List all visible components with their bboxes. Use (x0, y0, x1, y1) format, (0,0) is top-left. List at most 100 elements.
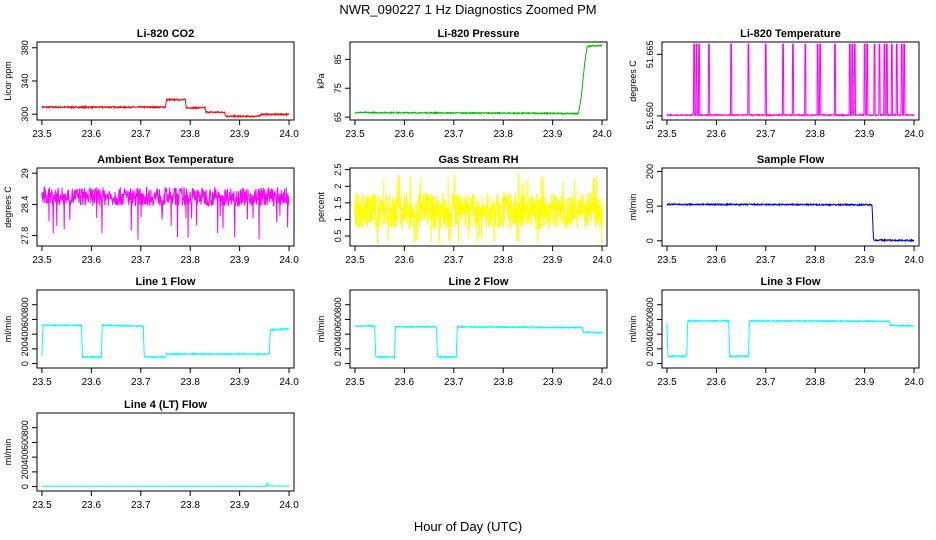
y-tick-label: 600 (333, 312, 343, 327)
x-tick-label: 23.8 (493, 255, 513, 266)
panel-grid: Li-820 CO2 Licor ppm 23.5 23.6 23.7 23.8 23.9 2… (3, 28, 924, 511)
x-tick-label: 23.9 (230, 129, 250, 140)
y-axis-label: ml/min (3, 439, 13, 466)
y-tick-label: 400 (20, 450, 30, 465)
plot-frame (661, 289, 920, 369)
x-tick-label: 24.0 (279, 500, 299, 511)
y-tick-label: 28.4 (20, 196, 30, 214)
y-tick-label: 100 (645, 199, 655, 214)
y-tick-label: 0 (333, 361, 343, 366)
x-tick-label: 23.8 (493, 377, 513, 388)
plot-frame (349, 41, 608, 121)
x-tick-label: 23.7 (131, 255, 151, 266)
y-tick-label: 800 (645, 297, 655, 312)
series-line-sample_flow (666, 202, 915, 243)
y-axis-label: ml/min (3, 316, 13, 343)
plot-frame (36, 289, 295, 369)
panel-title: Sample Flow (757, 154, 825, 166)
y-tick-label: 51.665 (645, 41, 655, 69)
x-tick-label: 23.5 (657, 255, 677, 266)
y-axis-label: ml/min (316, 316, 326, 343)
x-tick-label: 23.8 (180, 129, 200, 140)
y-tick-label: 800 (20, 420, 30, 435)
x-tick-label: 23.5 (345, 377, 365, 388)
y-tick-label: 51.650 (645, 102, 655, 130)
y-axis-label: ml/min (628, 194, 638, 221)
panel-line4: Line 4 (LT) Flow ml/min 23.5 23.6 23.7 23.8 23… (3, 399, 299, 511)
y-tick-label: 380 (20, 40, 30, 55)
y-tick-label: 1.5 (333, 197, 343, 210)
panel-title: Line 4 (LT) Flow (124, 399, 207, 411)
y-tick-label: 200 (20, 464, 30, 479)
panel-sample_flow: Sample Flow ml/min 23.5 23.6 23.7 23.8 23.9 24.… (628, 154, 924, 266)
x-tick-label: 23.5 (32, 129, 52, 140)
x-tick-label: 23.5 (32, 255, 52, 266)
y-tick-label: 600 (645, 312, 655, 327)
x-tick-label: 23.8 (805, 255, 825, 266)
x-tick-label: 23.8 (180, 500, 200, 511)
panel-line1: Line 1 Flow ml/min 23.5 23.6 23.7 23.8 23.9 24.… (3, 276, 299, 388)
y-tick-label: 400 (20, 327, 30, 342)
y-tick-label: 2.5 (333, 163, 343, 176)
panel-licor_temp: Li-820 Temperature degrees C 23.5 23.6 23.7 2… (628, 28, 924, 140)
x-tick-label: 23.6 (395, 129, 415, 140)
x-tick-label: 23.9 (230, 500, 250, 511)
x-tick-label: 24.0 (904, 255, 924, 266)
x-tick-label: 23.6 (395, 377, 415, 388)
panel-line3: Line 3 Flow ml/min 23.5 23.6 23.7 23.8 23.9 24.… (628, 276, 924, 388)
x-tick-label: 23.9 (543, 377, 563, 388)
y-tick-label: 400 (645, 327, 655, 342)
x-tick-label: 23.6 (395, 255, 415, 266)
x-tick-label: 23.7 (131, 377, 151, 388)
x-tick-label: 23.5 (32, 377, 52, 388)
x-tick-label: 24.0 (279, 129, 299, 140)
y-axis-label: degrees C (3, 186, 13, 228)
x-tick-label: 23.8 (805, 129, 825, 140)
series-line-rh (354, 173, 603, 245)
y-tick-label: 600 (20, 312, 30, 327)
y-axis-label: Licor ppm (3, 61, 13, 101)
x-tick-label: 23.7 (444, 377, 464, 388)
panel-title: Line 2 Flow (449, 276, 509, 288)
series-line-line3 (666, 318, 915, 359)
x-tick-label: 23.5 (345, 129, 365, 140)
series-line-line1 (41, 323, 290, 359)
plot-frame (36, 167, 295, 247)
x-tick-label: 24.0 (592, 129, 612, 140)
y-tick-label: 0.5 (333, 230, 343, 243)
x-tick-label: 23.7 (131, 500, 151, 511)
x-tick-label: 23.6 (707, 377, 727, 388)
x-tick-label: 23.5 (345, 255, 365, 266)
panel-title: Li-820 CO2 (137, 28, 194, 40)
x-tick-label: 23.7 (444, 255, 464, 266)
y-tick-label: 200 (333, 341, 343, 356)
x-tick-label: 23.7 (756, 129, 776, 140)
panel-co2: Li-820 CO2 Licor ppm 23.5 23.6 23.7 23.8 23.9 2… (3, 28, 299, 140)
y-tick-label: 65 (333, 112, 343, 122)
x-tick-label: 23.7 (444, 129, 464, 140)
x-tick-label: 23.9 (855, 129, 875, 140)
x-tick-label: 23.6 (707, 129, 727, 140)
x-tick-label: 24.0 (592, 377, 612, 388)
y-tick-label: 200 (645, 164, 655, 179)
series-line-co2 (41, 97, 290, 119)
series-line-line4 (41, 481, 290, 488)
panel-title: Ambient Box Temperature (97, 154, 234, 166)
x-tick-label: 23.5 (32, 500, 52, 511)
y-tick-label: 0 (645, 361, 655, 366)
x-tick-label: 24.0 (279, 377, 299, 388)
x-tick-label: 23.5 (657, 377, 677, 388)
plot-frame (36, 412, 295, 492)
y-tick-label: 300 (20, 107, 30, 122)
panel-pressure: Li-820 Pressure kPa 23.5 23.6 23.7 23.8 23.9 24… (316, 28, 612, 140)
x-tick-label: 23.9 (543, 129, 563, 140)
panel-title: Line 3 Flow (761, 276, 821, 288)
x-tick-label: 23.6 (82, 500, 102, 511)
x-tick-label: 23.9 (543, 255, 563, 266)
x-tick-label: 23.8 (493, 129, 513, 140)
x-tick-label: 23.9 (230, 255, 250, 266)
x-tick-label: 24.0 (279, 255, 299, 266)
y-axis-label: percent (316, 191, 326, 222)
